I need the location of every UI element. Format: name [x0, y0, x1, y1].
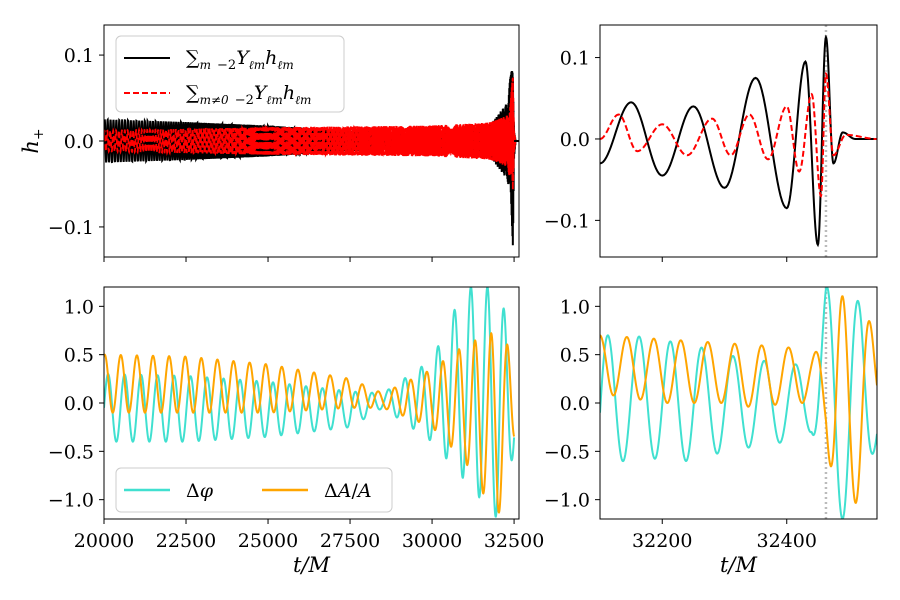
x-tick-label: 22500	[156, 530, 216, 552]
x-axis-label: t/M	[720, 553, 758, 577]
y-axis-label: h+	[19, 128, 47, 153]
series-line-0	[600, 287, 877, 519]
axes-top-left: −0.1 0.0 0.1	[48, 45, 515, 262]
x-tick-label: 27500	[320, 530, 380, 552]
y-tick-label: 0.0	[560, 129, 590, 151]
plot-area-bottom-right	[600, 287, 877, 519]
x-tick-label: 20000	[74, 530, 134, 552]
axes-bottom-left: 20000 22500 25000 27500 30000 32500 −1.0 −0.5 0.…	[48, 296, 544, 552]
legend-top: ∑m −2Yℓmhℓm∑m≠0 −2Yℓmhℓm	[115, 35, 345, 113]
y-tick-label: 1.0	[560, 296, 590, 318]
y-tick-label: −0.5	[544, 441, 590, 463]
series-line-1	[104, 77, 517, 190]
y-tick-label: −0.1	[544, 210, 590, 232]
x-tick-label: 32400	[757, 530, 817, 552]
series-line-1	[600, 71, 877, 199]
y-tick-label: 0.0	[560, 393, 590, 415]
plot-area-top-right	[600, 25, 877, 257]
x-tick-label: 30000	[402, 530, 462, 552]
frame-top-left	[103, 24, 520, 258]
legend-label-1: ∑m≠0 −2Yℓmhℓm	[186, 82, 311, 108]
y-tick-label: 1.0	[64, 296, 94, 318]
plot-area-bottom-left	[104, 287, 516, 518]
x-tick-label: 25000	[238, 530, 298, 552]
legend-label-0: Δφ	[186, 480, 214, 502]
axes-bottom-right: 32200 32400 −1.0 −0.5 0.0 0.5 1.0	[544, 296, 817, 552]
legend-box	[115, 467, 393, 513]
frame-top-right	[599, 24, 878, 258]
series-line-0	[600, 34, 877, 248]
y-tick-label: 0.1	[64, 45, 94, 67]
y-tick-label: −0.1	[48, 217, 94, 239]
legend-bottom: Δφ ΔA/A	[115, 467, 393, 513]
frame-bottom-right	[599, 286, 878, 520]
series-line-1	[104, 331, 516, 514]
y-tick-label: 0.0	[64, 393, 94, 415]
axes-top-right: −0.1 0.0 0.1	[544, 48, 788, 262]
legend-label-1: ΔA/A	[324, 480, 372, 502]
y-tick-label: 0.5	[64, 345, 94, 367]
y-tick-label: −1.0	[544, 490, 590, 512]
legend-box	[115, 35, 345, 113]
x-tick-label: 32500	[484, 530, 544, 552]
frame-bottom-left	[103, 286, 520, 520]
y-tick-label: −1.0	[48, 490, 94, 512]
series-line-1	[600, 295, 877, 505]
y-tick-label: −0.5	[48, 441, 94, 463]
y-tick-label: 0.5	[560, 345, 590, 367]
y-tick-label: 0.1	[560, 48, 590, 70]
plot-area-top-left	[104, 70, 519, 246]
y-tick-label: 0.0	[64, 131, 94, 153]
x-axis-label: t/M	[293, 553, 331, 577]
x-tick-label: 32200	[632, 530, 692, 552]
